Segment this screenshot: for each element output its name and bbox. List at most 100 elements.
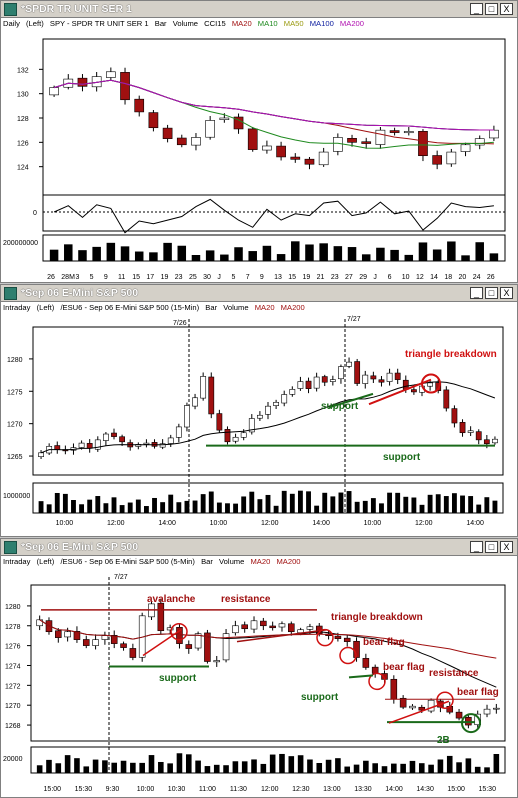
y-tick-label: 1270 bbox=[7, 422, 23, 429]
x-tick-label: 11 bbox=[118, 274, 125, 281]
candle-body bbox=[483, 439, 490, 445]
candle-body bbox=[474, 713, 481, 726]
volume-bar bbox=[46, 504, 52, 513]
close-button[interactable]: X bbox=[500, 3, 513, 15]
triangle-line bbox=[236, 628, 328, 643]
x-tick-label: 5 bbox=[232, 274, 236, 281]
minimize-button[interactable]: _ bbox=[470, 287, 483, 299]
chart-window-15min: *Sep 06 E-Mini S&P 500 _ □ X Intraday (L… bbox=[0, 284, 518, 537]
volume-bar bbox=[291, 241, 300, 261]
close-button[interactable]: X bbox=[500, 541, 513, 553]
y-tick-label: 1268 bbox=[5, 723, 21, 730]
candle-body bbox=[276, 145, 286, 158]
volume-bar bbox=[347, 247, 357, 261]
candle-body bbox=[460, 144, 471, 152]
breakdown-circle bbox=[421, 373, 441, 394]
candle-body bbox=[370, 375, 377, 380]
x-tick-label: 10 bbox=[402, 274, 410, 281]
candle-body bbox=[435, 382, 442, 391]
x-tick-label: 15 bbox=[132, 274, 140, 281]
volume-bar bbox=[177, 245, 187, 261]
candle-body bbox=[399, 697, 407, 708]
volume-bar bbox=[241, 496, 247, 513]
maximize-button[interactable]: □ bbox=[485, 287, 498, 299]
maximize-button[interactable]: □ bbox=[485, 3, 498, 15]
volume-bar bbox=[484, 497, 490, 513]
volume-bar bbox=[176, 753, 183, 773]
volume-bar bbox=[379, 503, 384, 513]
title-bar[interactable]: *Sep 06 E-Mini S&P 500 _ □ X bbox=[1, 285, 517, 302]
candle-body bbox=[216, 413, 223, 431]
minimize-button[interactable]: _ bbox=[470, 541, 483, 553]
candle-body bbox=[313, 376, 320, 389]
volume-bar bbox=[335, 758, 341, 773]
x-tick-label: 24 bbox=[473, 274, 481, 281]
es-5min-chart: 1268 1270 1272 1274 1276 1278 1280 15:00 15:30 9:… bbox=[3, 574, 506, 793]
candle-body bbox=[427, 382, 433, 387]
volume-bar bbox=[400, 763, 406, 773]
y-tick-label: 128 bbox=[17, 116, 29, 123]
title-bar[interactable]: *Sep 06 E-Mini S&P 500 _ □ X bbox=[1, 539, 517, 556]
annotation-support: support bbox=[321, 401, 359, 412]
volume-bar bbox=[362, 500, 368, 513]
volume-bar bbox=[167, 763, 173, 773]
volume-bar bbox=[456, 762, 462, 773]
minimize-button[interactable]: _ bbox=[470, 3, 483, 15]
volume-bar bbox=[158, 761, 164, 773]
title-bar[interactable]: *SPDR TR UNIT SER 1 _ □ X bbox=[1, 1, 517, 18]
close-button[interactable]: X bbox=[500, 287, 513, 299]
candle-body bbox=[446, 151, 457, 165]
candle-body bbox=[49, 87, 59, 96]
annotation-avalanche: avalanche bbox=[147, 594, 196, 605]
candle-body bbox=[409, 705, 416, 709]
x-tick-label: J bbox=[373, 274, 377, 281]
y-tick-label: 130 bbox=[17, 92, 29, 99]
maximize-button[interactable]: □ bbox=[485, 541, 498, 553]
candle-body bbox=[36, 619, 43, 627]
volume-bar bbox=[475, 242, 484, 261]
volume-bar bbox=[468, 496, 474, 513]
annotation-resistance: resistance bbox=[429, 668, 479, 679]
volume-bar bbox=[395, 492, 401, 513]
volume-bar bbox=[111, 762, 118, 773]
volume-bar bbox=[49, 249, 59, 261]
volume-bar bbox=[314, 505, 320, 513]
candle-body bbox=[475, 431, 482, 441]
volume-bar bbox=[387, 492, 393, 513]
volume-bar bbox=[135, 499, 141, 513]
candle-body bbox=[483, 708, 491, 715]
symbol-label: /ESU6 - Sep 06 E-Mini S&P 500 (5-Min) bbox=[60, 557, 195, 566]
candle-body bbox=[346, 361, 352, 367]
volume-bar bbox=[78, 250, 87, 261]
support-line bbox=[328, 392, 374, 409]
volume-bar bbox=[64, 244, 73, 261]
plot-layer: 1268 1270 1272 1274 1276 1278 1280 15:00 15:30 9:… bbox=[5, 577, 506, 793]
flag-line bbox=[388, 700, 450, 724]
candle-body bbox=[204, 632, 211, 662]
volume-bar bbox=[370, 498, 376, 513]
annotation-support: support bbox=[301, 692, 339, 703]
legend-ma100: MA100 bbox=[309, 19, 334, 28]
date-marker: 7/27 bbox=[114, 574, 128, 581]
volume-bar bbox=[149, 252, 158, 261]
volume-bar bbox=[251, 759, 257, 773]
volume-bar bbox=[130, 762, 136, 773]
x-tick-label: 27 bbox=[345, 274, 353, 281]
moving-average-line bbox=[53, 79, 494, 131]
x-tick-label: 5 bbox=[90, 274, 94, 281]
candle-body bbox=[148, 112, 159, 129]
candle-body bbox=[443, 389, 450, 409]
cci-pane bbox=[42, 194, 506, 232]
volume-bar bbox=[225, 503, 230, 513]
candle-body bbox=[288, 623, 295, 633]
moving-average-line bbox=[39, 619, 497, 659]
candle-body bbox=[362, 658, 370, 668]
volume-bar bbox=[127, 502, 133, 513]
volume-bar bbox=[319, 243, 328, 261]
volume-bar bbox=[191, 255, 201, 261]
volume-bar bbox=[260, 763, 267, 773]
candle-body bbox=[55, 630, 62, 638]
candle-body bbox=[305, 380, 312, 389]
volume-bar bbox=[139, 762, 145, 773]
